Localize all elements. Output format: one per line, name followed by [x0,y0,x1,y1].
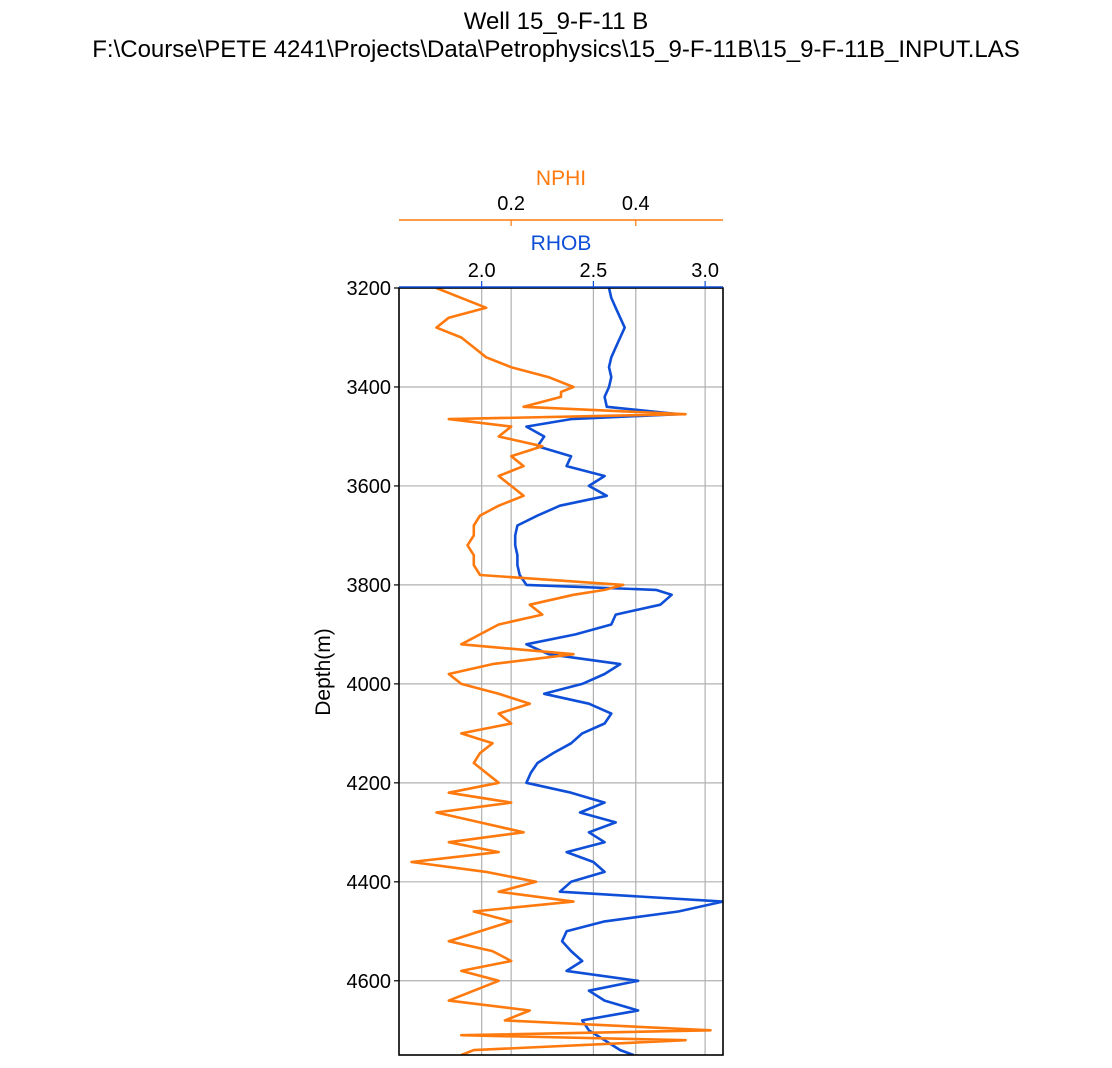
chart-title: Well 15_9-F-11 B F:\Course\PETE 4241\Pro… [0,8,1112,64]
series-line-rhob [513,288,723,1055]
nphi-axis-label: NPHI [536,167,586,190]
rhob-tick-label-1: 2.5 [579,260,607,282]
depth-tick-label-1: 3400 [347,377,392,399]
rhob-axis-label: RHOB [531,232,592,255]
series-line-nphi [410,288,712,1055]
depth-tick-label-2: 3600 [347,476,392,498]
rhob-tick-label-2: 3.0 [691,260,719,282]
chart-title-line1: Well 15_9-F-11 B [463,8,649,35]
depth-tick-label-3: 3800 [347,575,392,597]
plot-frame [398,287,724,1056]
depth-tick-label-4: 4000 [347,674,392,696]
depth-tick-label-0: 3200 [347,278,392,300]
depth-tick-label-6: 4400 [347,872,392,894]
depth-tick-label-7: 4600 [347,971,392,993]
chart-title-line2: F:\Course\PETE 4241\Projects\Data\Petrop… [92,36,1020,63]
nphi-tick-label-0: 0.2 [497,193,525,215]
depth-tick-label-5: 4200 [347,773,392,795]
nphi-tick-label-1: 0.4 [622,193,650,215]
depth-axis-label: Depth(m) [312,628,335,716]
rhob-tick-label-0: 2.0 [468,260,496,282]
